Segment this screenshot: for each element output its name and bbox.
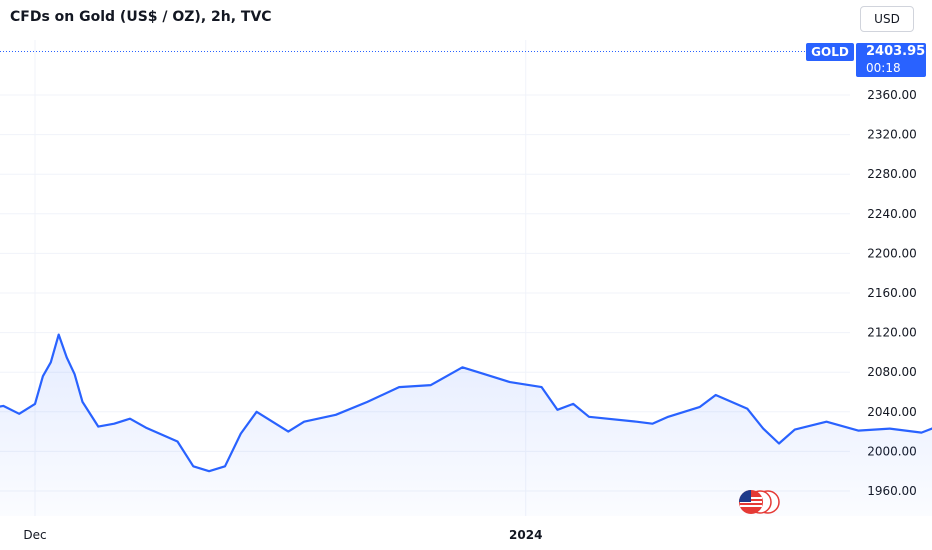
y-tick-label: 2280.00 — [867, 167, 917, 181]
last-price-label: 2403.95 00:18 — [856, 43, 926, 77]
y-tick-label: 2160.00 — [867, 286, 917, 300]
bar-countdown: 00:18 — [866, 61, 901, 75]
chart-title: CFDs on Gold (US$ / OZ), 2h, TVC — [10, 9, 272, 25]
x-tick-label: Dec — [23, 528, 46, 542]
y-tick-label: 2080.00 — [867, 365, 917, 379]
y-tick-label: 2200.00 — [867, 246, 917, 260]
area-fill — [0, 334, 932, 516]
y-tick-label: 2360.00 — [867, 88, 917, 102]
y-tick-label: 2320.00 — [867, 128, 917, 142]
y-tick-label: 2120.00 — [867, 326, 917, 340]
y-tick-label: 2040.00 — [867, 405, 917, 419]
x-axis-ticks: Dec2024FebMarAprMay — [23, 528, 542, 542]
last-price-value: 2403.95 — [866, 44, 926, 59]
plot-area — [0, 50, 932, 516]
flag-disc-1 — [739, 490, 763, 514]
currency-button[interactable]: USD — [860, 6, 914, 32]
x-tick-label: 2024 — [509, 528, 542, 542]
y-tick-label: 2240.00 — [867, 207, 917, 221]
us-flag-icon[interactable] — [737, 489, 783, 515]
symbol-label: GOLD — [806, 43, 854, 61]
price-line — [0, 333, 932, 473]
